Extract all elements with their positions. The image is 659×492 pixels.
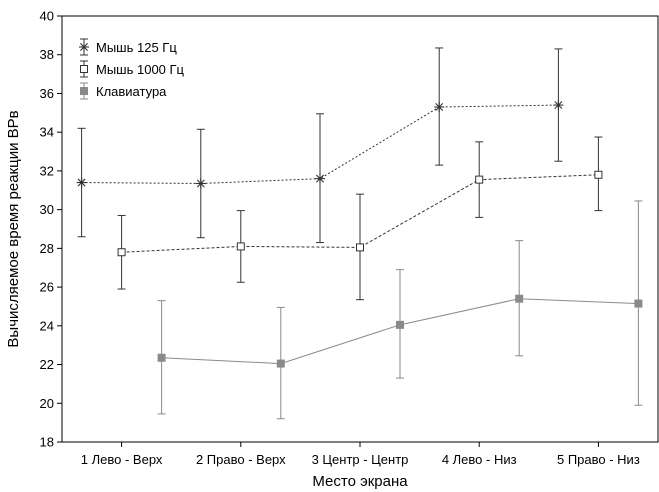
marker-stroke	[80, 43, 88, 51]
legend-item-1: Мышь 125 Гц	[79, 38, 177, 56]
y-tick-label: 36	[40, 86, 54, 101]
legend-marker	[79, 42, 89, 52]
series-2	[117, 136, 603, 301]
marker-stroke	[77, 178, 86, 187]
data-point	[76, 177, 87, 188]
y-tick-label: 22	[40, 357, 54, 372]
data-point	[356, 243, 364, 252]
data-point	[594, 170, 603, 179]
marker-stroke	[554, 101, 563, 110]
series-line	[121, 174, 599, 253]
x-tick-label: 2 Право - Верх	[196, 452, 286, 467]
data-point	[117, 248, 126, 257]
y-axis: 18 20 22 24 26 28 30 32 34 36 38 40	[40, 9, 62, 450]
y-tick-label: 30	[40, 202, 54, 217]
data-point	[195, 178, 206, 189]
legend-item-2: Мышь 1000 Гц	[80, 60, 185, 78]
data-point	[276, 359, 285, 368]
data-point	[396, 320, 404, 329]
y-tick-label: 24	[40, 318, 54, 333]
x-tick-label: 3 Центр - Центр	[312, 452, 409, 467]
series-1	[76, 47, 564, 244]
data-point	[515, 294, 524, 303]
data-point	[434, 102, 445, 113]
legend: Мышь 125 Гц Мышь 1000 Гц Клавиатура	[79, 38, 185, 100]
data-point	[315, 173, 325, 184]
y-tick-label: 40	[40, 9, 54, 24]
x-axis-title: Место экрана	[312, 473, 408, 490]
marker-stroke	[435, 103, 444, 111]
x-tick-label: 5 Право - Низ	[557, 452, 640, 467]
marker-stroke	[316, 174, 324, 183]
x-tick-label: 4 Лево - Низ	[442, 452, 517, 467]
y-axis-title: Вычисляемое время реакции ВРв	[5, 110, 22, 347]
legend-marker	[80, 65, 88, 73]
y-tick-label: 34	[40, 125, 54, 140]
legend-label: Клавиатура	[96, 84, 167, 99]
y-tick-label: 20	[40, 396, 54, 411]
data-point	[157, 353, 166, 362]
legend-label: Мышь 125 Гц	[96, 40, 177, 55]
y-tick-label: 28	[40, 241, 54, 256]
x-axis: 1 Лево - Верх 2 Право - Верх 3 Центр - Цен…	[81, 442, 640, 467]
data-point	[553, 100, 564, 111]
legend-marker	[80, 87, 88, 95]
legend-item-3: Клавиатура	[80, 82, 167, 100]
legend-label: Мышь 1000 Гц	[96, 62, 185, 77]
data-point	[634, 299, 643, 308]
marker-stroke	[196, 179, 205, 188]
series-line	[81, 104, 559, 184]
data-point	[236, 242, 245, 251]
y-tick-label: 38	[40, 47, 54, 62]
y-tick-label: 26	[40, 280, 54, 295]
x-tick-label: 1 Лево - Верх	[81, 452, 163, 467]
data-point	[475, 175, 484, 184]
y-tick-label: 32	[40, 163, 54, 178]
series-layer	[76, 47, 643, 420]
series-3	[157, 200, 643, 420]
y-tick-label: 18	[40, 435, 54, 450]
